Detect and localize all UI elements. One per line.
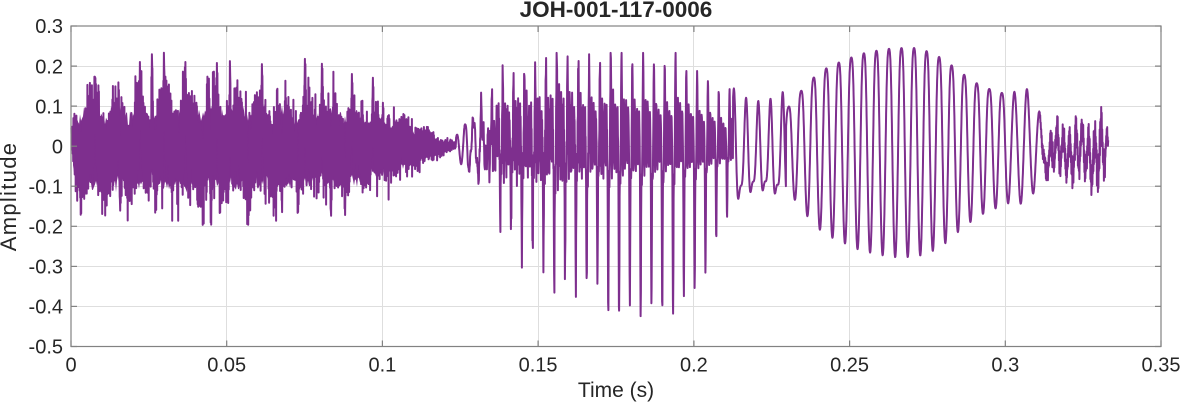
svg-text:0: 0 bbox=[65, 355, 76, 377]
svg-text:-0.3: -0.3 bbox=[29, 257, 63, 279]
svg-text:-0.2: -0.2 bbox=[29, 217, 63, 239]
svg-text:0.1: 0.1 bbox=[368, 355, 396, 377]
svg-text:0.25: 0.25 bbox=[830, 355, 869, 377]
svg-text:-0.4: -0.4 bbox=[29, 297, 63, 319]
svg-text:0.3: 0.3 bbox=[35, 16, 63, 38]
svg-text:0.2: 0.2 bbox=[680, 355, 708, 377]
svg-text:0.15: 0.15 bbox=[519, 355, 558, 377]
svg-text:Amplitude: Amplitude bbox=[0, 142, 21, 252]
svg-text:0.3: 0.3 bbox=[991, 355, 1019, 377]
svg-text:JOH-001-117-0006: JOH-001-117-0006 bbox=[520, 0, 713, 22]
svg-text:0.05: 0.05 bbox=[207, 355, 246, 377]
svg-text:0: 0 bbox=[52, 136, 63, 158]
svg-text:-0.5: -0.5 bbox=[29, 337, 63, 359]
svg-text:Time (s): Time (s) bbox=[578, 379, 654, 402]
svg-text:0.35: 0.35 bbox=[1142, 355, 1181, 377]
svg-text:-0.1: -0.1 bbox=[29, 176, 63, 198]
svg-text:0.1: 0.1 bbox=[35, 96, 63, 118]
svg-text:0.2: 0.2 bbox=[35, 56, 63, 78]
